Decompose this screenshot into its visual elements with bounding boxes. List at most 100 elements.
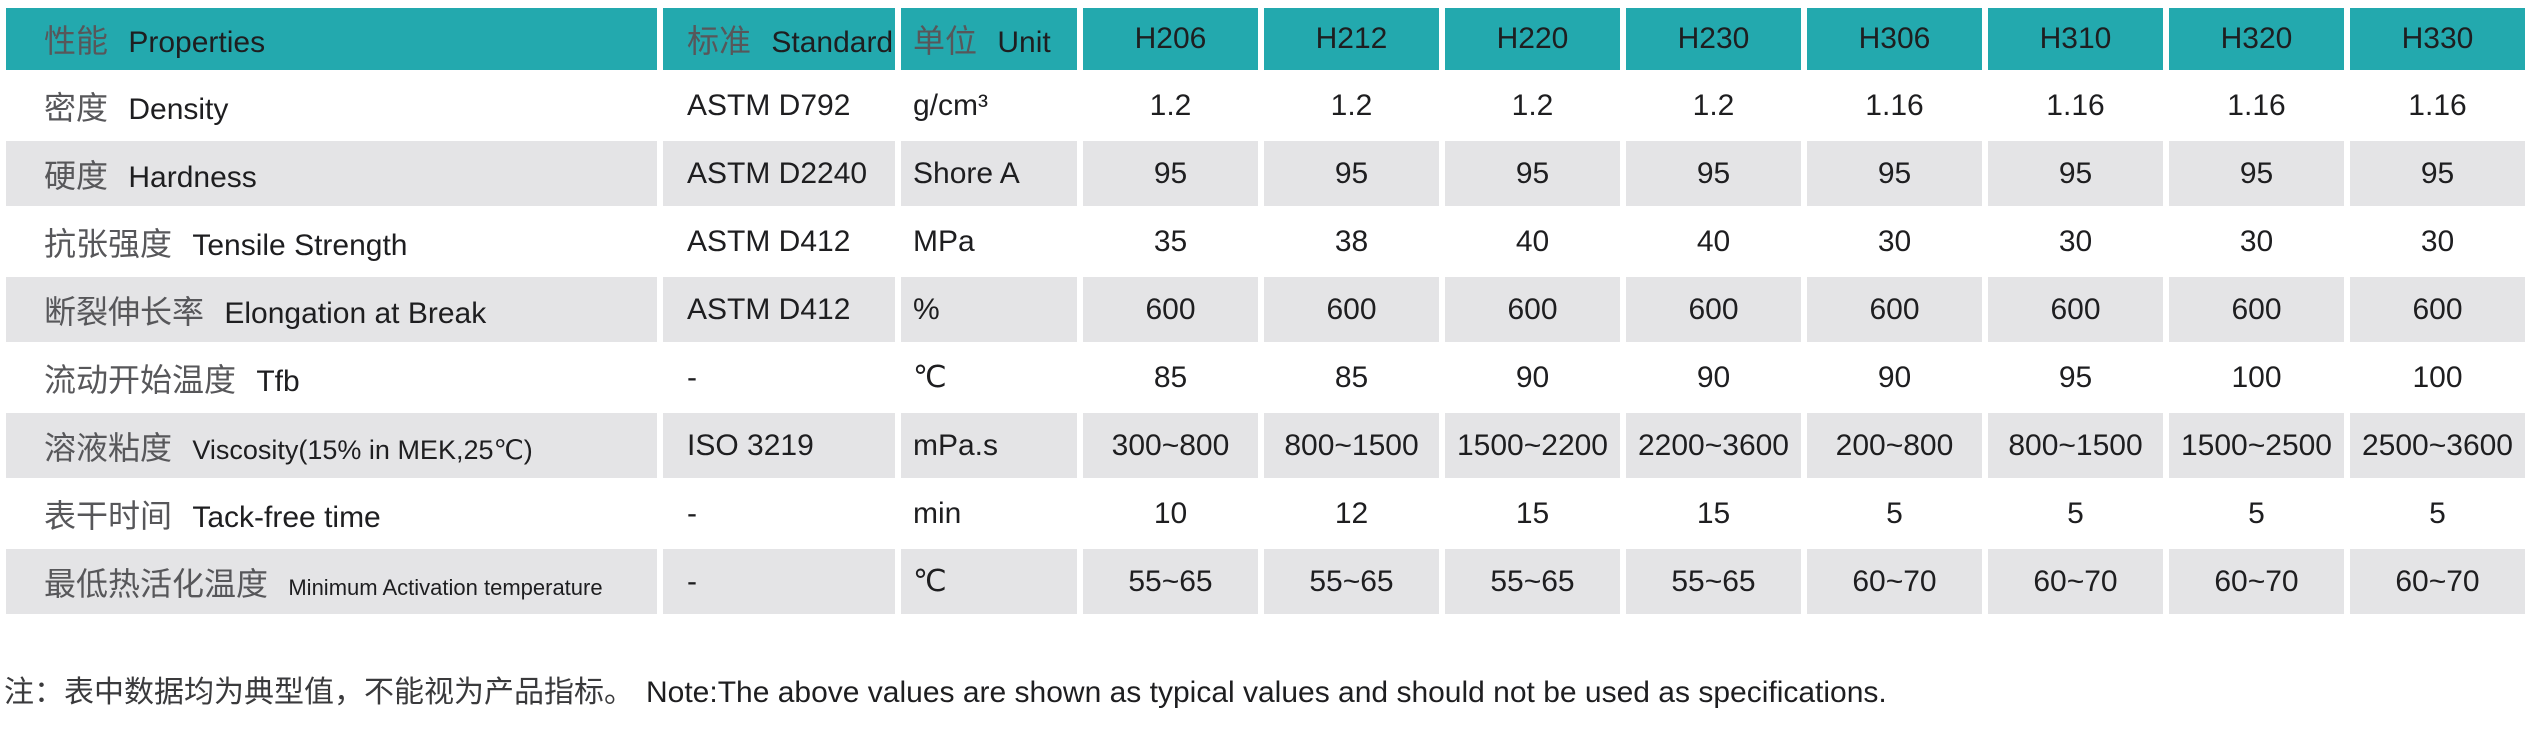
- header-properties: 性能 Properties: [6, 8, 657, 70]
- value-cell: 600: [1264, 277, 1439, 342]
- value-cell: 30: [2169, 209, 2344, 274]
- value-cell: 1.2: [1264, 73, 1439, 138]
- value-cell: 5: [1807, 481, 1982, 546]
- value-cell: 95: [1083, 141, 1258, 206]
- property-cell: 抗张强度 Tensile Strength: [6, 209, 657, 274]
- value-cell: 100: [2350, 345, 2525, 410]
- property-cell: 表干时间 Tack-free time: [6, 481, 657, 546]
- value-cell: 60~70: [2350, 549, 2525, 614]
- value-cell: 200~800: [1807, 413, 1982, 478]
- unit-cell: ℃: [901, 549, 1077, 614]
- property-cell: 断裂伸长率 Elongation at Break: [6, 277, 657, 342]
- value-cell: 5: [1988, 481, 2163, 546]
- value-cell: 600: [1807, 277, 1982, 342]
- value-cell: 55~65: [1264, 549, 1439, 614]
- property-cell: 最低热活化温度 Minimum Activation temperature: [6, 549, 657, 614]
- property-zh: 抗张强度: [44, 225, 173, 262]
- unit-cell: mPa.s: [901, 413, 1077, 478]
- value-cell: 95: [1264, 141, 1439, 206]
- standard-cell: ASTM D2240: [663, 141, 895, 206]
- standard-cell: ASTM D412: [663, 209, 895, 274]
- header-row: 性能 Properties 标准 Standard 单位 Unit H206 H…: [6, 8, 2525, 70]
- value-cell: 60~70: [1988, 549, 2163, 614]
- property-zh: 断裂伸长率: [44, 293, 205, 330]
- value-cell: 85: [1083, 345, 1258, 410]
- table-row-tack-free-time: 表干时间 Tack-free time - min 10 12 15 15 5 …: [6, 481, 2525, 546]
- value-cell: 55~65: [1445, 549, 1620, 614]
- value-cell: 90: [1807, 345, 1982, 410]
- value-cell: 1.16: [2350, 73, 2525, 138]
- property-en: Elongation at Break: [224, 296, 487, 330]
- table-row-elongation: 断裂伸长率 Elongation at Break ASTM D412 % 60…: [6, 277, 2525, 342]
- table-row-viscosity: 溶液粘度 Viscosity(15% in MEK,25℃) ISO 3219 …: [6, 413, 2525, 478]
- value-cell: 95: [1445, 141, 1620, 206]
- value-cell: 55~65: [1626, 549, 1801, 614]
- unit-cell: MPa: [901, 209, 1077, 274]
- value-cell: 30: [2350, 209, 2525, 274]
- value-cell: 1.2: [1083, 73, 1258, 138]
- property-en: Tack-free time: [192, 500, 381, 534]
- unit-cell: min: [901, 481, 1077, 546]
- value-cell: 15: [1626, 481, 1801, 546]
- value-cell: 95: [1807, 141, 1982, 206]
- value-cell: 55~65: [1083, 549, 1258, 614]
- value-cell: 300~800: [1083, 413, 1258, 478]
- table-row-density: 密度 Density ASTM D792 g/cm³ 1.2 1.2 1.2 1…: [6, 73, 2525, 138]
- value-cell: 30: [1988, 209, 2163, 274]
- value-cell: 40: [1626, 209, 1801, 274]
- value-cell: 85: [1264, 345, 1439, 410]
- header-product-h320: H320: [2169, 8, 2344, 70]
- footnote-zh: 注：表中数据均为典型值，不能视为产品指标。: [4, 676, 634, 709]
- header-standard-en: Standard: [771, 26, 894, 59]
- value-cell: 1500~2200: [1445, 413, 1620, 478]
- value-cell: 600: [1445, 277, 1620, 342]
- value-cell: 95: [1626, 141, 1801, 206]
- standard-cell: -: [663, 345, 895, 410]
- value-cell: 600: [2350, 277, 2525, 342]
- standard-cell: ISO 3219: [663, 413, 895, 478]
- value-cell: 90: [1626, 345, 1801, 410]
- property-en: Viscosity(15% in MEK,25℃): [192, 434, 533, 465]
- table-header: 性能 Properties 标准 Standard 单位 Unit H206 H…: [6, 8, 2525, 70]
- value-cell: 90: [1445, 345, 1620, 410]
- header-unit-zh: 单位: [913, 23, 978, 59]
- value-cell: 1.16: [2169, 73, 2344, 138]
- value-cell: 95: [1988, 141, 2163, 206]
- property-zh: 流动开始温度: [44, 361, 237, 398]
- header-properties-zh: 性能: [44, 23, 109, 59]
- unit-cell: Shore A: [901, 141, 1077, 206]
- value-cell: 600: [1988, 277, 2163, 342]
- value-cell: 1.2: [1445, 73, 1620, 138]
- value-cell: 35: [1083, 209, 1258, 274]
- product-spec-table: 性能 Properties 标准 Standard 单位 Unit H206 H…: [0, 5, 2531, 617]
- value-cell: 38: [1264, 209, 1439, 274]
- table-row-tfb: 流动开始温度 Tfb - ℃ 85 85 90 90 90 95 100 100: [6, 345, 2525, 410]
- footnote: 注：表中数据均为典型值，不能视为产品指标。 Note:The above valu…: [4, 667, 2531, 711]
- property-zh: 溶液粘度: [44, 429, 173, 466]
- value-cell: 1.16: [1807, 73, 1982, 138]
- value-cell: 2200~3600: [1626, 413, 1801, 478]
- header-product-h220: H220: [1445, 8, 1620, 70]
- value-cell: 800~1500: [1264, 413, 1439, 478]
- footnote-en: Note:The above values are shown as typic…: [646, 676, 1887, 709]
- value-cell: 95: [2350, 141, 2525, 206]
- header-unit: 单位 Unit: [901, 8, 1077, 70]
- value-cell: 40: [1445, 209, 1620, 274]
- standard-cell: ASTM D412: [663, 277, 895, 342]
- unit-cell: g/cm³: [901, 73, 1077, 138]
- table-row-min-activation-temperature: 最低热活化温度 Minimum Activation temperature -…: [6, 549, 2525, 614]
- property-en: Density: [128, 92, 229, 126]
- value-cell: 12: [1264, 481, 1439, 546]
- value-cell: 800~1500: [1988, 413, 2163, 478]
- value-cell: 5: [2169, 481, 2344, 546]
- value-cell: 95: [1988, 345, 2163, 410]
- unit-cell: ℃: [901, 345, 1077, 410]
- value-cell: 600: [2169, 277, 2344, 342]
- property-zh: 最低热活化温度: [44, 565, 269, 602]
- value-cell: 2500~3600: [2350, 413, 2525, 478]
- property-en: Hardness: [128, 160, 257, 194]
- property-zh: 表干时间: [44, 497, 173, 534]
- value-cell: 600: [1083, 277, 1258, 342]
- value-cell: 5: [2350, 481, 2525, 546]
- property-cell: 密度 Density: [6, 73, 657, 138]
